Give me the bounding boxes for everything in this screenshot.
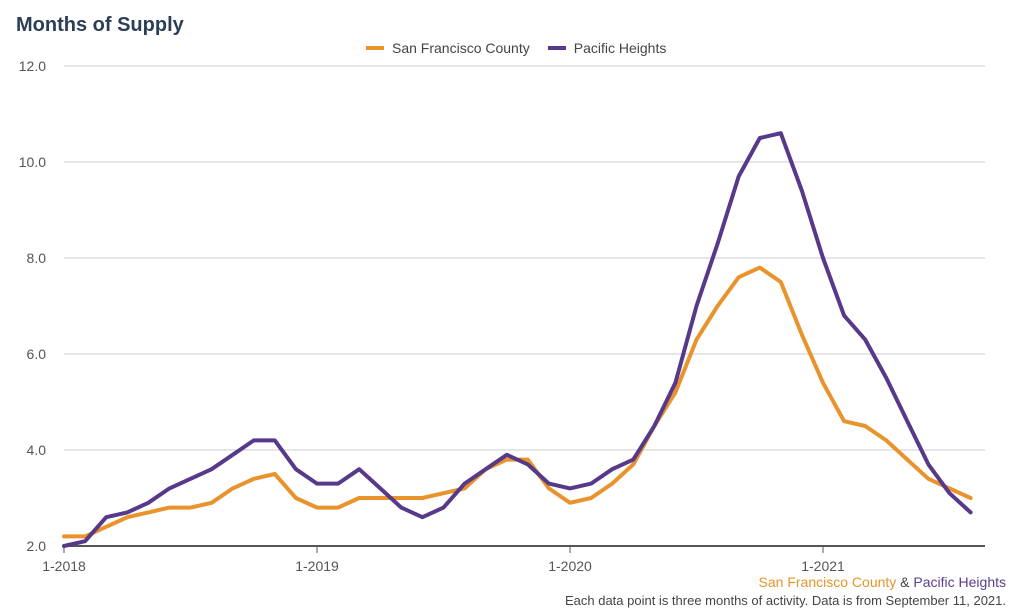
footer-connector: &	[900, 574, 910, 590]
legend: San Francisco County Pacific Heights	[366, 40, 666, 56]
footer-source-line: San Francisco County & Pacific Heights	[759, 574, 1006, 590]
legend-label-sf-county: San Francisco County	[392, 40, 530, 56]
legend-swatch-sf-county	[366, 46, 384, 50]
y-tick-label: 6.0	[27, 346, 47, 362]
legend-item-pacific-heights[interactable]: Pacific Heights	[547, 40, 667, 56]
y-tick-label: 8.0	[27, 250, 47, 266]
x-tick-label: 1-2018	[42, 558, 86, 574]
y-tick-label: 10.0	[19, 154, 46, 170]
legend-item-sf-county[interactable]: San Francisco County	[366, 40, 530, 56]
chart-title: Months of Supply	[16, 14, 184, 36]
footer-ph-label: Pacific Heights	[913, 574, 1006, 590]
footer-sf-label: San Francisco County	[758, 574, 897, 590]
x-tick-label: 1-2019	[295, 558, 339, 574]
legend-label-pacific-heights: Pacific Heights	[573, 40, 667, 56]
footer-note: Each data point is three months of activ…	[564, 593, 1006, 608]
y-tick-label: 12.0	[19, 58, 46, 74]
series-line-sf-county	[62, 265, 973, 539]
y-tick-label: 4.0	[27, 442, 47, 458]
legend-swatch-pacific-heights	[547, 46, 566, 50]
y-tick-label: 2.0	[27, 538, 47, 554]
x-tick-label: 1-2020	[548, 558, 592, 574]
series-line-pacific-heights	[62, 131, 973, 548]
x-tick-label: 1-2021	[801, 558, 845, 574]
